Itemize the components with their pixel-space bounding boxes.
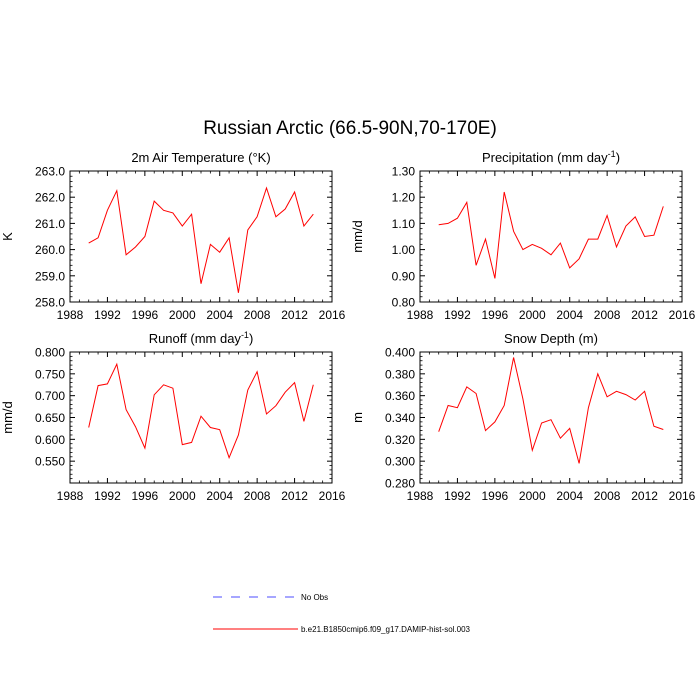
x-tick-label: 2004 — [206, 308, 233, 322]
y-tick-label: 0.650 — [35, 411, 65, 425]
panel-precipitation: Precipitation (mm day-1) mm/d 1988 1992 1996… — [350, 149, 696, 322]
panels: 2m Air Temperature (°K) K 1988 1992 1996 2000… — [0, 149, 696, 503]
panel-title-text: Runoff (mm day — [149, 331, 242, 346]
x-tick-label: 1996 — [132, 489, 159, 503]
x-tick-label: 2000 — [519, 308, 546, 322]
x-tick-label: 1992 — [444, 489, 471, 503]
panel-title-text: 2m Air Temperature (°K) — [131, 150, 270, 165]
plot-frame — [69, 170, 333, 303]
y-tick-label: 0.320 — [385, 433, 415, 447]
series-line — [88, 362, 314, 460]
panel-title: Runoff (mm day-1) — [149, 330, 254, 346]
y-tick-label: 262.0 — [35, 191, 65, 205]
legend: No Obs b.e21.B1850cmip6.f09_g17.DAMIP-his… — [213, 593, 471, 634]
y-tick-label: 0.750 — [35, 367, 65, 381]
x-tick-label: 2004 — [206, 489, 233, 503]
x-tick-label: 1988 — [407, 489, 434, 503]
x-tick-label: 2016 — [669, 308, 696, 322]
x-tick-label: 2012 — [281, 489, 308, 503]
x-tick-label: 1992 — [94, 489, 121, 503]
panel-title: Precipitation (mm day-1) — [482, 149, 620, 165]
x-tick-label: 1988 — [57, 308, 84, 322]
y-tick-label: 0.300 — [385, 455, 415, 469]
x-tick-label: 2016 — [319, 308, 346, 322]
panel-title-sup: -1 — [241, 330, 249, 340]
panel-title-end: ) — [249, 331, 253, 346]
x-tick-label: 2016 — [319, 489, 346, 503]
panel-title-text: Snow Depth (m) — [504, 331, 598, 346]
y-tick-label: 259.0 — [35, 269, 65, 283]
y-tick-label: 263.0 — [35, 165, 65, 179]
panel-snow-depth: Snow Depth (m) m 1988 1992 1996 2000 2004 2008 2… — [350, 331, 696, 503]
x-tick-label: 1992 — [444, 308, 471, 322]
series-line — [88, 186, 314, 293]
y-tick-label: 260.0 — [35, 243, 65, 257]
y-axis-label: K — [0, 232, 15, 241]
panel-title-text: Precipitation (mm day — [482, 150, 608, 165]
panel-title: Snow Depth (m) — [504, 331, 598, 346]
panel-title-sup: -1 — [608, 149, 616, 159]
y-tick-label: 0.400 — [385, 346, 415, 360]
y-tick-label: 258.0 — [35, 296, 65, 310]
x-tick-label: 1996 — [482, 308, 509, 322]
y-tick-label: 1.30 — [392, 165, 416, 179]
x-tick-label: 2000 — [519, 489, 546, 503]
x-tick-label: 1988 — [407, 308, 434, 322]
y-tick-label: 0.800 — [35, 346, 65, 360]
plot-frame — [419, 351, 683, 484]
x-tick-label: 2004 — [556, 308, 583, 322]
series-line — [438, 357, 664, 464]
plot-frame — [69, 351, 333, 484]
panel-title-end: ) — [616, 150, 620, 165]
y-tick-label: 261.0 — [35, 217, 65, 231]
x-tick-label: 1988 — [57, 489, 84, 503]
panel-runoff: Runoff (mm day-1) mm/d 1988 1992 1996 2000 200… — [0, 330, 346, 503]
legend-label-1: No Obs — [301, 593, 328, 602]
y-tick-label: 1.00 — [392, 243, 416, 257]
y-tick-label: 0.380 — [385, 367, 415, 381]
y-tick-label: 0.340 — [385, 411, 415, 425]
x-tick-label: 1996 — [132, 308, 159, 322]
figure-title: Russian Arctic (66.5-90N,70-170E) — [203, 118, 497, 139]
y-axis-label: mm/d — [350, 220, 365, 253]
panel-temperature: 2m Air Temperature (°K) K 1988 1992 1996 2000… — [0, 150, 346, 322]
y-axis-label: mm/d — [0, 401, 15, 434]
x-tick-label: 1996 — [482, 489, 509, 503]
y-tick-label: 0.600 — [35, 433, 65, 447]
x-tick-label: 2016 — [669, 489, 696, 503]
y-tick-label: 0.80 — [392, 296, 416, 310]
y-tick-label: 0.700 — [35, 389, 65, 403]
plot-frame — [419, 170, 683, 303]
y-axis-label: m — [350, 412, 365, 423]
x-tick-label: 2012 — [631, 489, 658, 503]
y-tick-label: 1.20 — [392, 191, 416, 205]
panel-title: 2m Air Temperature (°K) — [131, 150, 270, 165]
series-line — [438, 191, 664, 279]
x-tick-label: 2012 — [281, 308, 308, 322]
x-tick-label: 2008 — [594, 308, 621, 322]
x-tick-label: 1992 — [94, 308, 121, 322]
x-tick-label: 2008 — [244, 308, 271, 322]
y-tick-label: 1.10 — [392, 217, 416, 231]
x-tick-label: 2008 — [244, 489, 271, 503]
x-tick-label: 2008 — [594, 489, 621, 503]
y-tick-label: 0.280 — [385, 477, 415, 491]
x-tick-label: 2012 — [631, 308, 658, 322]
legend-label-2: b.e21.B1850cmip6.f09_g17.DAMIP-hist-sol.… — [301, 625, 471, 634]
x-tick-label: 2000 — [169, 489, 196, 503]
y-tick-label: 0.90 — [392, 269, 416, 283]
x-tick-label: 2000 — [169, 308, 196, 322]
y-tick-label: 0.550 — [35, 455, 65, 469]
x-tick-label: 2004 — [556, 489, 583, 503]
y-tick-label: 0.360 — [385, 389, 415, 403]
